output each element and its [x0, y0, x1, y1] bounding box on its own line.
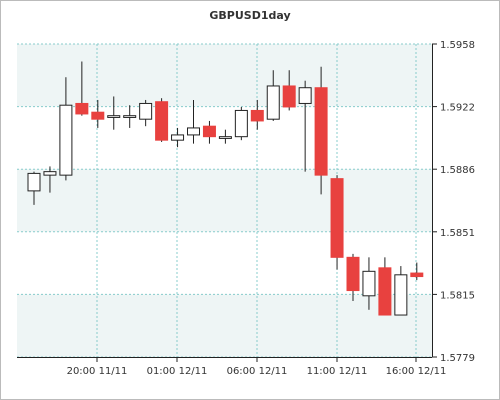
candle-body-up [394, 274, 408, 316]
x-tick-label: 11:00 12/11 [307, 366, 368, 377]
plot-band [17, 44, 432, 107]
candle-body-up [123, 115, 137, 118]
candle-body-down [330, 178, 344, 258]
candle-body-down [378, 267, 392, 316]
y-tick-label: 1.5779 [440, 353, 475, 364]
candle-body-down [155, 101, 169, 141]
y-tick-label: 1.5815 [440, 290, 475, 301]
x-tick-label: 06:00 12/11 [227, 366, 288, 377]
candle-body-up [362, 270, 376, 297]
candle-body-up [298, 87, 312, 104]
candle-body-down [250, 109, 264, 122]
candle-body-down [282, 85, 296, 108]
plot-band [17, 169, 432, 232]
candle-body-down [314, 87, 328, 176]
y-tick-label: 1.5886 [440, 165, 475, 176]
candle-body-down [91, 111, 105, 120]
candle-body-up [27, 172, 41, 192]
candle-body-down [202, 125, 216, 138]
y-tick-label: 1.5922 [440, 103, 475, 114]
chart-title: GBPUSD1day [209, 9, 291, 22]
y-tick-label: 1.5958 [440, 40, 475, 51]
candle-body-up [234, 109, 248, 138]
candle-body-up [171, 134, 185, 141]
plot-band [17, 294, 432, 357]
candle-body-down [75, 102, 89, 115]
candle-body-up [218, 136, 232, 139]
candle-body-up [266, 85, 280, 120]
candle-body-down [346, 256, 360, 292]
x-tick-label: 20:00 11/11 [67, 366, 128, 377]
x-tick-label: 01:00 12/11 [147, 366, 208, 377]
candle-body-up [43, 171, 57, 176]
candle-body-up [107, 115, 121, 118]
y-tick-label: 1.5851 [440, 228, 475, 239]
candle-body-up [187, 127, 200, 136]
candle-body-down [410, 272, 424, 278]
x-tick-label: 16:00 12/11 [386, 366, 447, 377]
candle-body-up [139, 102, 153, 120]
candle-body-up [59, 104, 73, 176]
